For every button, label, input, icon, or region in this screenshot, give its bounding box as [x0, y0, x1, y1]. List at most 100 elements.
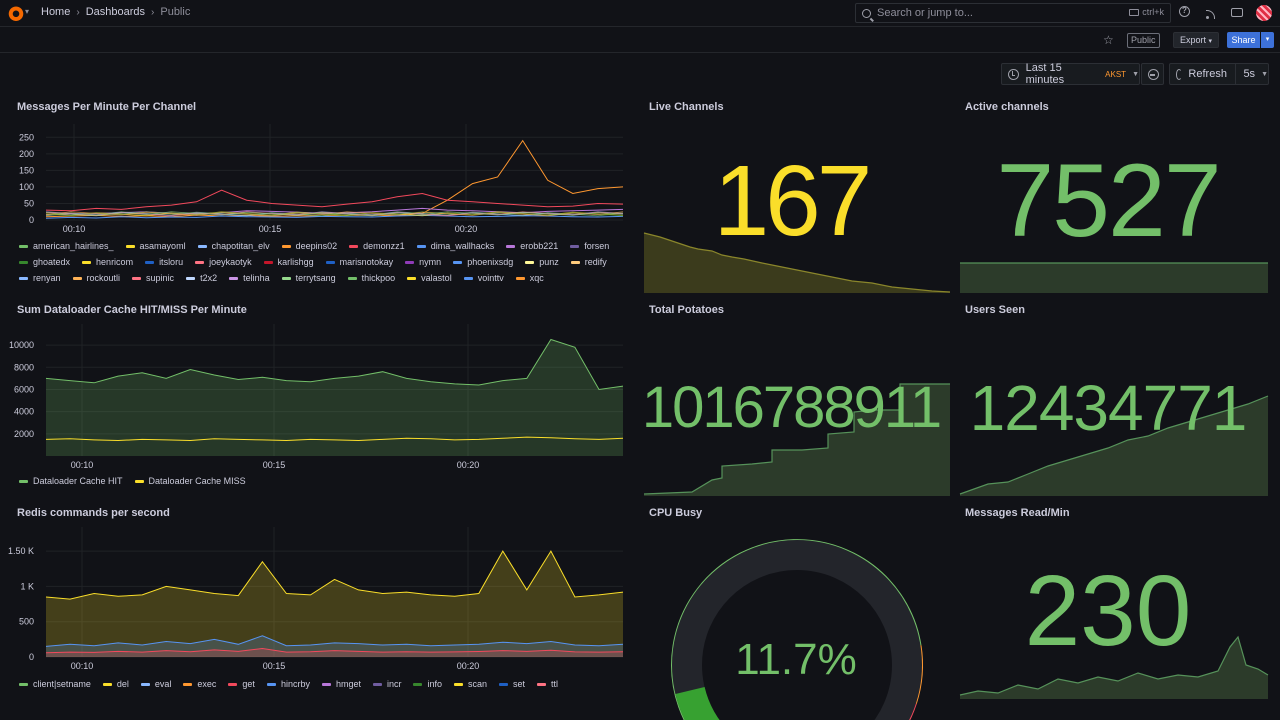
legend-label: rockoutli [86, 273, 121, 283]
refresh-interval[interactable]: 5s [1243, 68, 1256, 80]
panel-title: Messages Per Minute Per Channel [17, 101, 197, 113]
legend-item[interactable]: client|setname [19, 679, 91, 689]
legend-item[interactable]: vointtv [463, 273, 504, 283]
y-tick-label: 2000 [14, 429, 34, 439]
legend-label: erobb221 [520, 241, 559, 251]
legend-item[interactable]: chapotitan_elv [197, 241, 270, 251]
export-button[interactable]: Export ▾ [1173, 32, 1220, 48]
legend-item[interactable]: dima_wallhacks [416, 241, 494, 251]
legend-item[interactable]: valastol [407, 273, 452, 283]
x-tick-label: 00:10 [71, 661, 94, 671]
legend-swatch [463, 276, 473, 280]
legend-label: punz [539, 257, 559, 267]
stat-value: 230 [1024, 555, 1192, 667]
legend-item[interactable]: Dataloader Cache MISS [134, 476, 246, 486]
legend-item[interactable]: karlishgg [263, 257, 314, 267]
share-dropdown-button[interactable]: ▾ [1261, 32, 1274, 48]
legend-item[interactable]: demonzz1 [349, 241, 405, 251]
breadcrumb-home[interactable]: Home [41, 6, 71, 18]
y-tick-label: 0 [29, 652, 34, 662]
zoom-out-button[interactable] [1141, 63, 1164, 85]
legend-label: hmget [335, 679, 361, 689]
help-icon[interactable]: ? [1179, 6, 1190, 17]
legend-swatch [19, 682, 28, 686]
legend-item[interactable]: redify [570, 257, 607, 267]
gauge-value-arc [675, 686, 720, 720]
legend-item[interactable]: telinha [229, 273, 270, 283]
legend-item[interactable]: forsen [570, 241, 609, 251]
legend-item[interactable]: phoenixsdg [453, 257, 513, 267]
legend-item[interactable]: supinic [132, 273, 174, 283]
legend-item[interactable]: Dataloader Cache HIT [19, 476, 123, 486]
legend-swatch [349, 244, 359, 248]
legend-swatch [19, 479, 28, 483]
legend-item[interactable]: asamayoml [125, 241, 186, 251]
legend-item[interactable]: nymn [405, 257, 441, 267]
legend-label: nymn [419, 257, 442, 267]
legend-item[interactable]: deepins02 [281, 241, 337, 251]
legend-item[interactable]: thickpoo [347, 273, 395, 283]
cache-chart: 2000 4000 6000 8000 10000 00:10 00:15 00:20 [9, 324, 624, 470]
panel-messages-per-minute: Messages Per Minute Per Channel 0 50 100 15… [0, 101, 640, 301]
refresh-button[interactable]: Refresh 5s ▼ [1169, 63, 1269, 85]
legend-item[interactable]: eval [140, 679, 172, 689]
legend-label: info [427, 679, 442, 689]
stat-value: 7527 [996, 143, 1221, 259]
legend-item[interactable]: marisnotokay [325, 257, 393, 267]
panel-messages-read: Messages Read/Min 230 [948, 507, 1269, 699]
legend-item[interactable]: hmget [321, 679, 361, 689]
legend-item[interactable]: t2x2 [186, 273, 217, 283]
legend-item[interactable]: joeykaotyk [195, 257, 252, 267]
y-tick-label: 8000 [14, 362, 34, 372]
legend-item[interactable]: info [413, 679, 442, 689]
legend-swatch [321, 682, 331, 686]
search-input[interactable]: Search or jump to... ctrl+k [855, 3, 1171, 23]
legend-item[interactable]: set [499, 679, 525, 689]
messages-read-sparkline [959, 635, 1269, 699]
y-tick-label: 1.50 K [8, 546, 34, 556]
legend-item[interactable]: itsloru [145, 257, 183, 267]
legend-item[interactable]: erobb221 [506, 241, 558, 251]
panel-title: Sum Dataloader Cache HIT/MISS Per Minute [17, 304, 247, 316]
legend-item[interactable]: exec [183, 679, 216, 689]
legend-item[interactable]: terrytsang [281, 273, 336, 283]
legend-item[interactable]: rockoutli [72, 273, 121, 283]
panel-users-seen: Users Seen 12434771 [948, 304, 1269, 496]
series-area [46, 551, 623, 657]
legend-swatch [140, 682, 150, 686]
legend-label: chapotitan_elv [211, 241, 270, 251]
legend-item[interactable]: scan [454, 679, 487, 689]
legend-item[interactable]: xqc [515, 273, 544, 283]
series-line [45, 189, 624, 212]
active-channels-sparkline [960, 262, 1268, 293]
legend-item[interactable]: henricom [82, 257, 133, 267]
legend-label: eval [154, 679, 172, 689]
stat-value: 167 [713, 145, 873, 257]
shortcut-label: ctrl+k [1142, 7, 1164, 17]
share-button[interactable]: Share [1227, 32, 1260, 48]
legend-item[interactable]: get [228, 679, 255, 689]
legend-item[interactable]: ghoatedx [19, 257, 70, 267]
breadcrumb-current: Public [160, 6, 191, 18]
legend-item[interactable]: ttl [537, 679, 558, 689]
legend-item[interactable]: hincrby [266, 679, 310, 689]
star-icon[interactable]: ☆ [1103, 33, 1114, 47]
legend-item[interactable]: punz [525, 257, 559, 267]
stat-value: 1016788911 [641, 375, 942, 440]
kiosk-mode-icon[interactable] [1231, 8, 1243, 17]
legend-item[interactable]: renyan [19, 273, 61, 283]
legend-item[interactable]: del [102, 679, 129, 689]
legend-item[interactable]: incr [372, 679, 401, 689]
grafana-logo-icon[interactable] [8, 5, 24, 21]
time-range-picker[interactable]: Last 15 minutes AKST ▼ [1001, 62, 1140, 86]
news-feed-icon[interactable] [1206, 8, 1217, 19]
y-tick-label: 50 [24, 198, 34, 208]
breadcrumb-dashboards[interactable]: Dashboards [85, 6, 146, 18]
legend-item[interactable]: american_hairlines_ [19, 241, 114, 251]
avatar[interactable] [1256, 5, 1272, 21]
sparkline-line [643, 383, 950, 495]
legend-swatch [453, 260, 463, 264]
chevron-down-icon[interactable]: ▾ [25, 7, 30, 16]
series-area [46, 339, 623, 456]
